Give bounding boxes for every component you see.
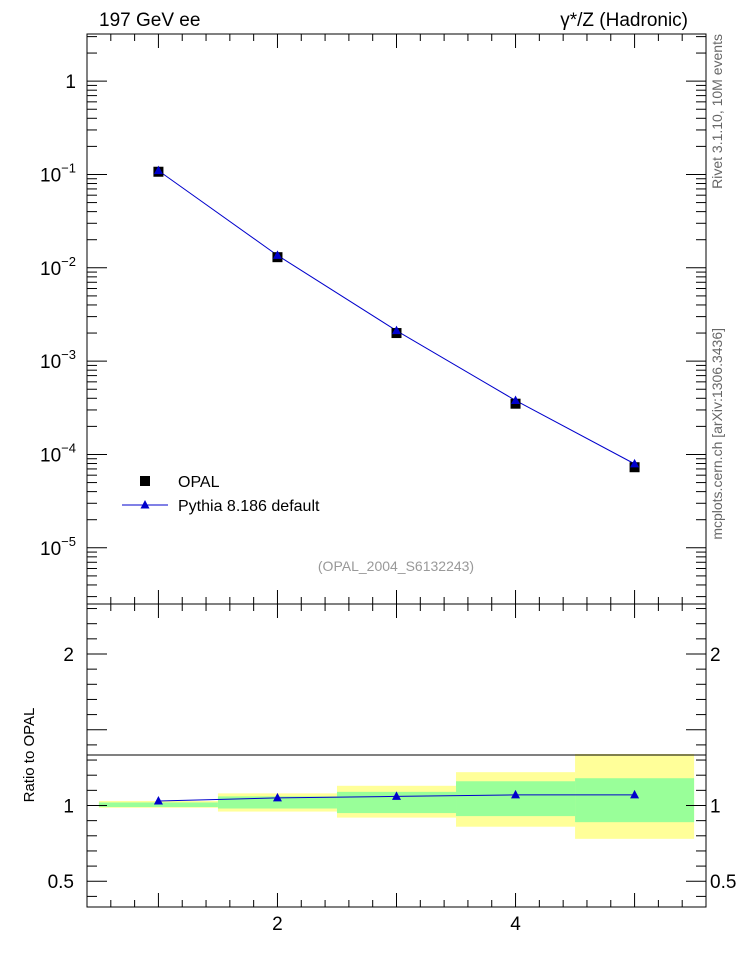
pythia-point: [392, 325, 401, 335]
legend-opal-label: OPAL: [178, 474, 220, 491]
x-tick-label: 2: [272, 914, 283, 935]
ratio-series: [153, 789, 640, 805]
legend-opal-marker: [140, 476, 150, 486]
ratio-pythia-point: [511, 789, 521, 799]
analysis-id-label: (OPAL_2004_S6132243): [318, 558, 474, 574]
plot-title-left: 197 GeV ee: [99, 10, 200, 31]
ratio-panel: 0.5 0.5 1 1 2 2 2 4 Ratio to OPAL: [21, 603, 737, 935]
y-tick-label: 10−1: [40, 160, 76, 186]
ratio-tick-labels: 0.5 0.5 1 1 2 2 2 4: [48, 645, 737, 935]
y-tick-label: 10−2: [40, 254, 76, 280]
legend-pythia-label: Pythia 8.186 default: [178, 498, 320, 515]
y-tick-label: 10−3: [40, 347, 76, 373]
main-series: [153, 165, 640, 473]
ratio-band-inner: [575, 778, 695, 823]
ratio-y-tick-label-right: 2: [710, 645, 721, 666]
legend-pythia-marker: [140, 500, 150, 509]
ratio-band-inner: [456, 781, 576, 817]
ratio-y-tick-label-right: 0.5: [710, 872, 736, 893]
ratio-y-tick-label-left: 2: [63, 645, 74, 666]
ratio-pythia-point: [630, 789, 640, 799]
pythia-point: [630, 458, 640, 468]
ratio-y-tick-label-left: 1: [63, 796, 74, 817]
ratio-band-inner: [98, 802, 218, 808]
legend: OPAL Pythia 8.186 default: [122, 474, 320, 515]
main-axis-ticks: [87, 34, 706, 604]
ratio-pythia-point: [272, 792, 282, 802]
main-y-tick-labels: 1 10−1 10−2 10−3 10−4 10−5: [40, 72, 76, 560]
y-tick-label: 1: [65, 72, 76, 93]
ratio-y-tick-label-left: 0.5: [48, 872, 74, 893]
main-panel-frame: [86, 33, 707, 605]
ratio-axis-ticks: [87, 604, 706, 907]
rivet-version-label: Rivet 3.1.10, 10M events: [709, 34, 725, 189]
main-panel: 1 10−1 10−2 10−3 10−4 10−5 (OPAL_2004_S613224…: [40, 33, 707, 605]
plot-title-right: γ*/Z (Hadronic): [560, 10, 688, 31]
x-tick-label: 4: [510, 914, 521, 935]
ratio-pythia-point: [392, 791, 401, 800]
ratio-pythia-point: [153, 795, 163, 805]
ratio-band-inner: [217, 796, 337, 809]
y-tick-label: 10−4: [40, 440, 76, 466]
pythia-point: [153, 165, 163, 175]
mc-line: [158, 170, 635, 465]
pythia-point: [511, 395, 521, 404]
y-tick-label: 10−5: [40, 534, 76, 560]
ratio-y-axis-label: Ratio to OPAL: [21, 708, 38, 803]
pythia-point: [272, 250, 282, 259]
mcplots-reference-label: mcplots.cern.ch [arXiv:1306.3436]: [709, 328, 725, 540]
ratio-y-tick-label-right: 1: [710, 796, 721, 817]
